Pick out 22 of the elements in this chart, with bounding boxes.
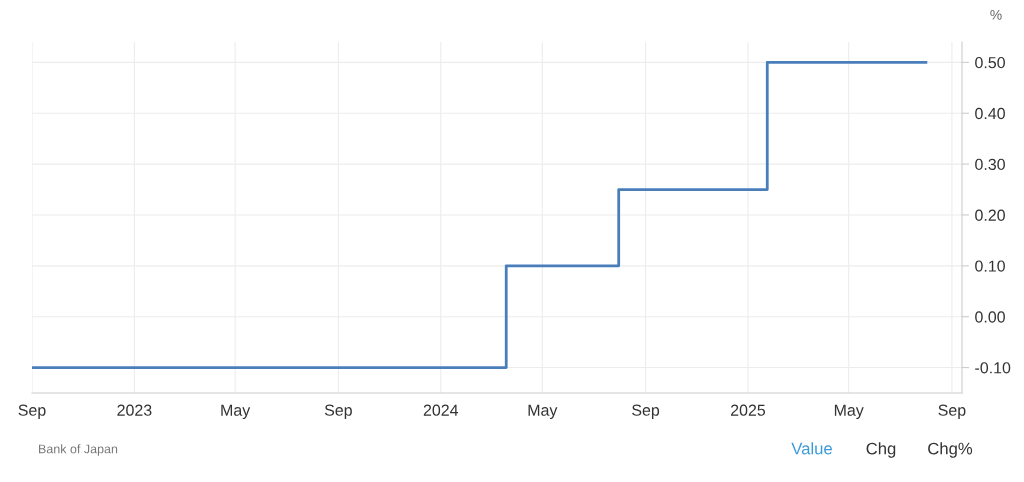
y-tick-label: 0.40 bbox=[975, 107, 1005, 120]
y-tick-label: 0.50 bbox=[975, 56, 1005, 69]
x-tick-label: Sep bbox=[324, 404, 352, 419]
x-tick-label: 2025 bbox=[731, 404, 766, 416]
text: Value bbox=[791, 442, 832, 455]
x-tick-label: May bbox=[221, 404, 251, 419]
x-tick-label: 2024 bbox=[423, 404, 459, 416]
x-tick-label: May bbox=[528, 404, 558, 419]
y-axis-title: % bbox=[990, 9, 1002, 20]
text: Bank of Japan bbox=[39, 444, 118, 456]
y-tick-label: 0.00 bbox=[975, 311, 1005, 323]
x-tick-label: Sep bbox=[632, 404, 660, 419]
text: Chg% bbox=[928, 442, 973, 458]
x-tick-label: May bbox=[834, 404, 864, 419]
x-tick-label: Sep bbox=[938, 404, 966, 419]
y-tick-label: 0.20 bbox=[975, 209, 1005, 221]
x-tick-label: Sep bbox=[18, 404, 46, 419]
y-tick-label: 0.10 bbox=[975, 260, 1005, 272]
text: Chg bbox=[866, 442, 896, 458]
y-tick-label: -0.10 bbox=[975, 362, 1011, 374]
x-tick-label: 2023 bbox=[117, 404, 152, 416]
y-tick-label: 0.30 bbox=[975, 158, 1005, 171]
